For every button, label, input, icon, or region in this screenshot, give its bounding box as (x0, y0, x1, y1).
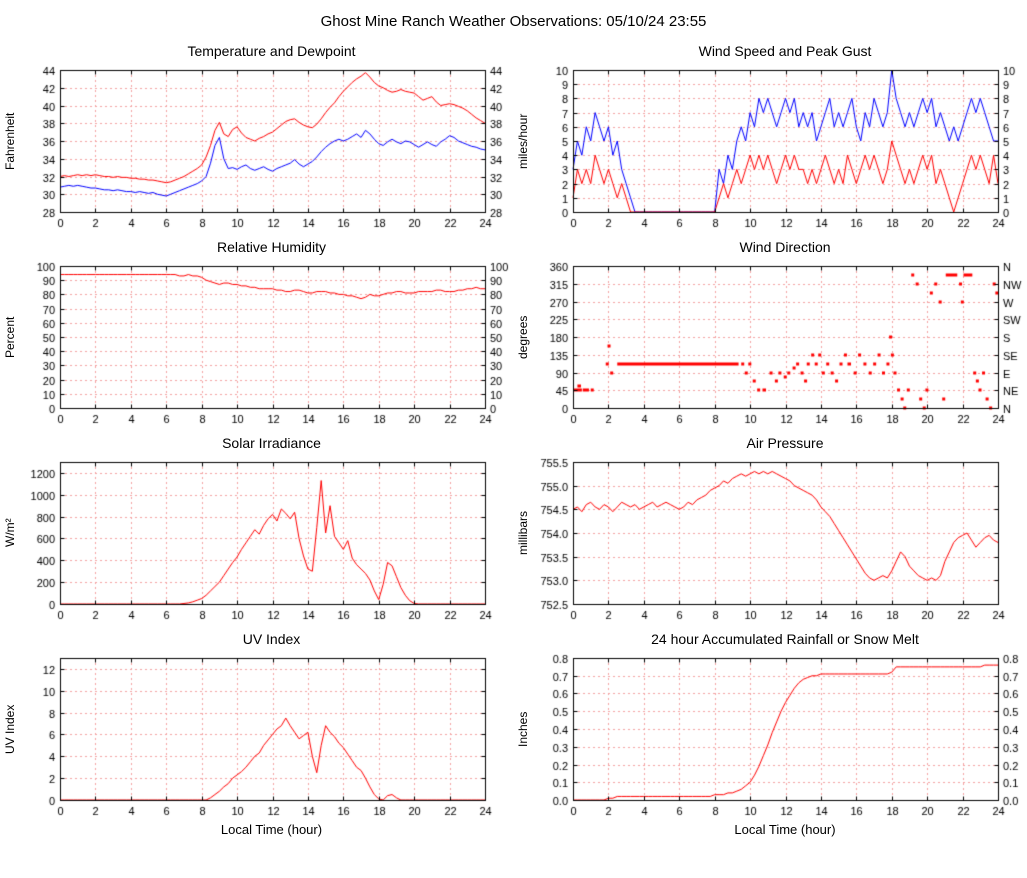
x-axis-label: Local Time (hour) (220, 822, 323, 837)
chart-rainfall: 24 hour Accumulated Rainfall or Snow Mel… (513, 626, 1027, 844)
chart-plot-canvas (513, 650, 1026, 822)
chart-title: Wind Speed and Peak Gust (698, 43, 872, 59)
y-axis-label: millibars (516, 511, 530, 556)
y-axis-label: UV Index (3, 704, 17, 754)
chart-title: Air Pressure (746, 435, 824, 451)
y-axis-label: miles/hour (516, 113, 530, 169)
chart-temperature: Temperature and Dewpoint Fahrenheit (0, 38, 513, 234)
chart-plot-canvas (513, 454, 1026, 626)
chart-title: Relative Humidity (217, 239, 326, 255)
y-axis-label: degrees (516, 315, 530, 359)
y-axis-label: Percent (3, 316, 17, 358)
chart-plot-canvas (513, 62, 1026, 234)
chart-air-pressure: Air Pressure millibars (513, 430, 1027, 626)
y-axis-label: Inches (516, 711, 530, 747)
chart-title: Solar Irradiance (222, 435, 321, 451)
y-axis-label: W/m² (3, 518, 17, 548)
x-axis-label: Local Time (hour) (734, 822, 836, 837)
page-title: Ghost Mine Ranch Weather Observations: 0… (320, 13, 707, 30)
chart-solar-irradiance: Solar Irradiance W/m² (0, 430, 513, 626)
chart-plot-canvas (0, 454, 513, 626)
chart-plot-canvas (513, 258, 1026, 430)
chart-plot-canvas (0, 258, 513, 430)
y-axis-label: Fahrenheit (3, 112, 17, 170)
chart-plot-canvas (0, 650, 513, 822)
chart-title: Temperature and Dewpoint (187, 43, 356, 59)
charts-grid: Temperature and Dewpoint Fahrenheit Wind… (0, 38, 1027, 844)
chart-title: Wind Direction (739, 239, 831, 255)
chart-wind-direction: Wind Direction degrees (513, 234, 1027, 430)
chart-title: UV Index (242, 631, 301, 647)
chart-uv-index: UV Index UV Index Local Time (hour) (0, 626, 513, 844)
chart-plot-canvas (0, 62, 513, 234)
chart-relative-humidity: Relative Humidity Percent (0, 234, 513, 430)
chart-wind-speed: Wind Speed and Peak Gust miles/hour (513, 38, 1027, 234)
chart-title: 24 hour Accumulated Rainfall or Snow Mel… (651, 631, 919, 647)
